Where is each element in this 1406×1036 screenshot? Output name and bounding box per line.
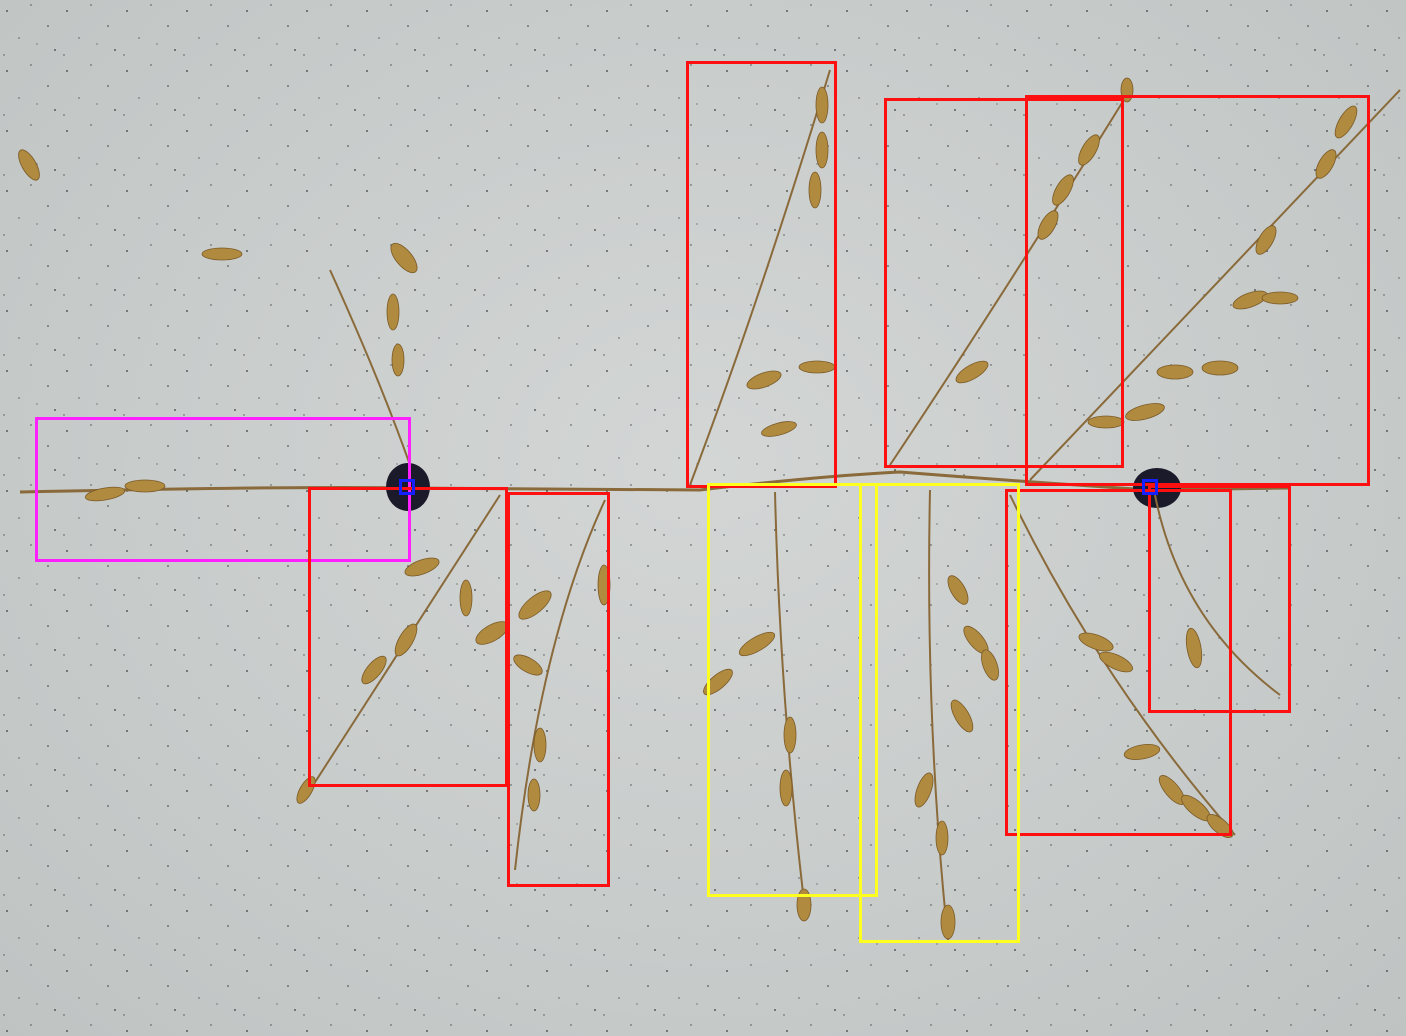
branch-left-upper [329, 269, 411, 466]
node-marker-right [1142, 479, 1158, 495]
primary-branch-box [1148, 485, 1291, 713]
branch-left-lower-2 [514, 499, 606, 871]
branch-lower-mid-1 [774, 491, 806, 911]
node-marker-left [399, 479, 415, 495]
branch-upper-right [1029, 89, 1401, 481]
primary-branch-box [884, 98, 1124, 468]
primary-branch-box [1005, 489, 1232, 836]
branch-upper-mid-1 [689, 69, 831, 486]
primary-branch-box [308, 487, 508, 787]
branch-lower-right-2 [1154, 494, 1281, 696]
primary-branch-box [686, 61, 837, 488]
secondary-branch-box [707, 483, 878, 897]
main-axis-stem [19, 470, 1291, 494]
grain-cluster [18, 77, 1358, 940]
branch-lower-right-1 [1009, 494, 1236, 836]
secondary-branch-box [859, 483, 1020, 943]
branch-lower-mid-2 [928, 489, 949, 941]
primary-branch-box [507, 492, 610, 887]
primary-branch-box [1025, 95, 1370, 486]
